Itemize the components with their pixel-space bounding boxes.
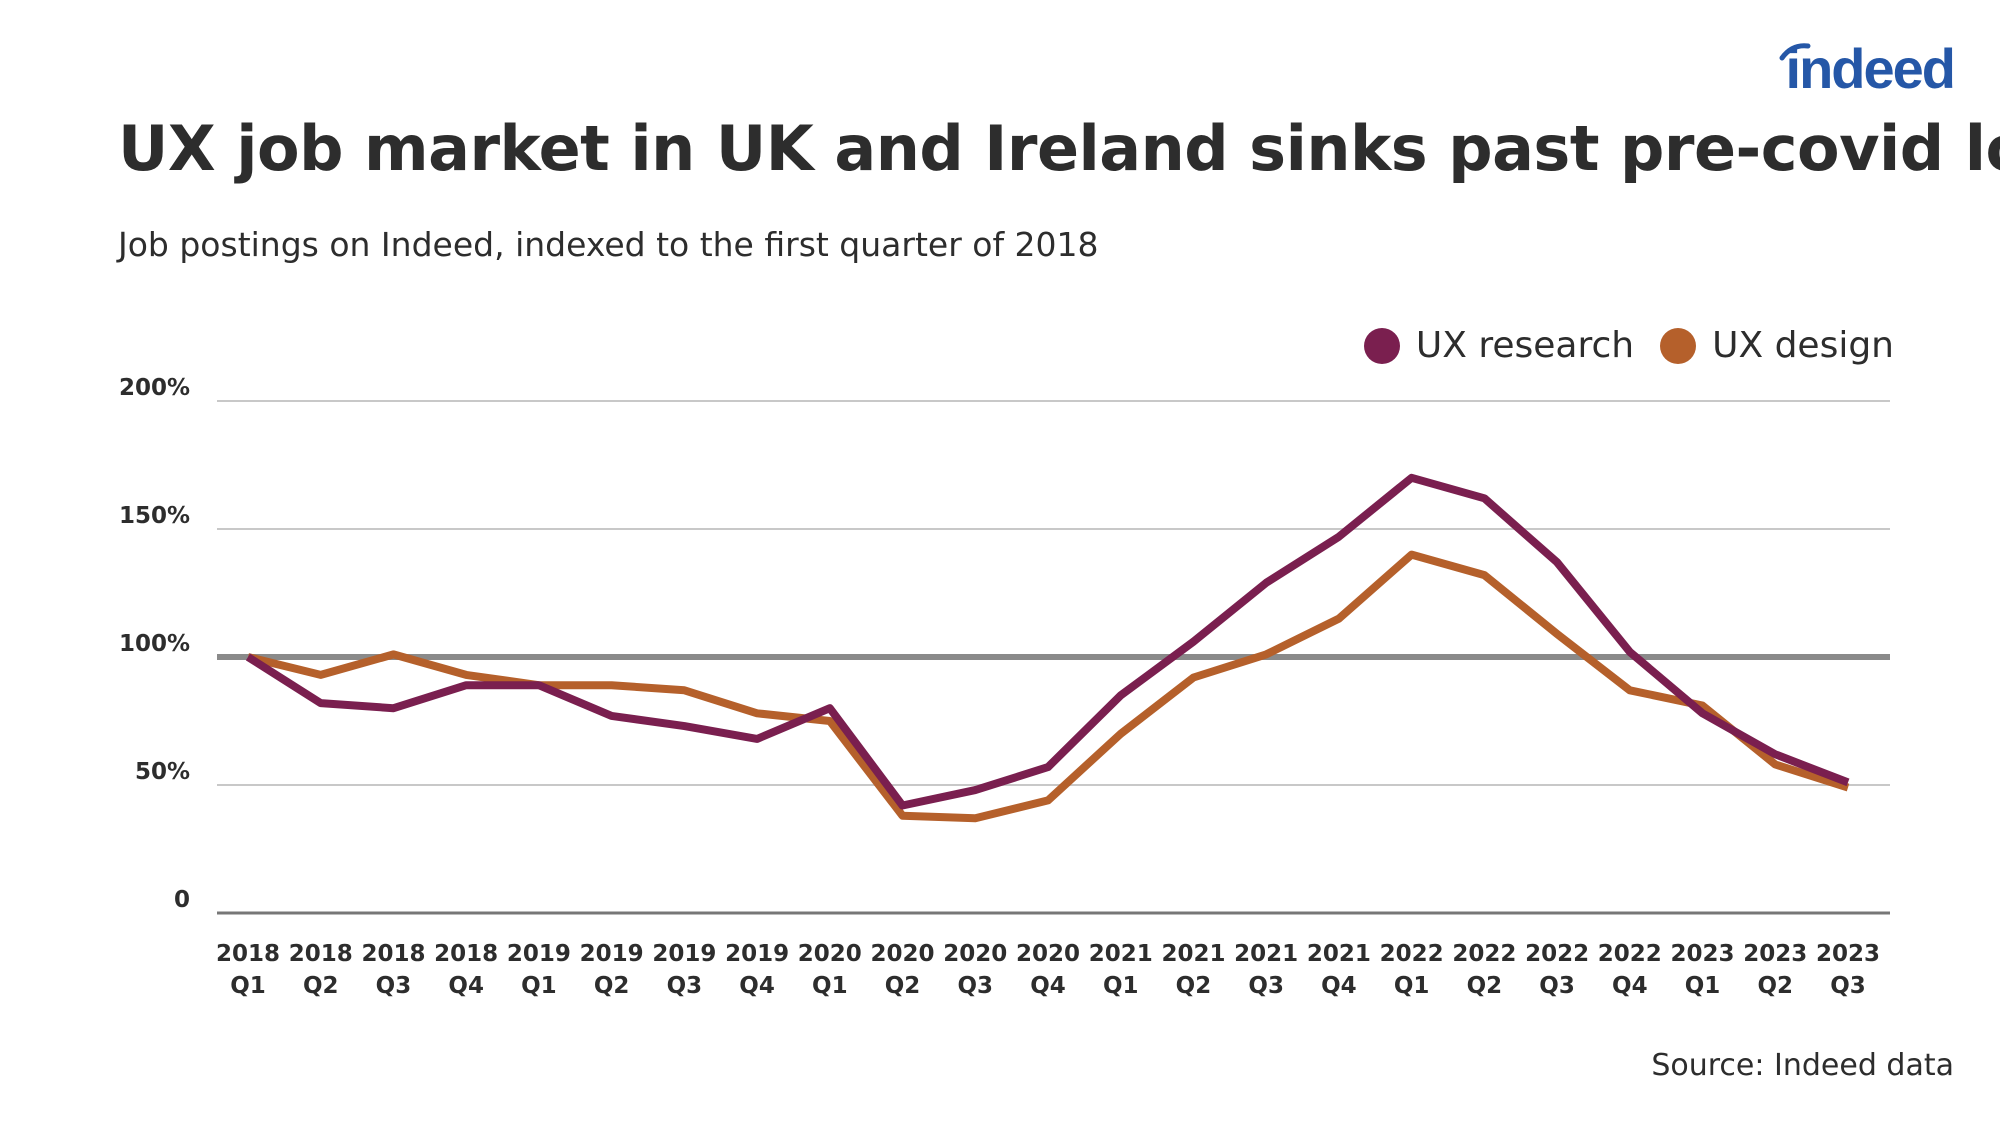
x-tick-quarter: Q3 (376, 973, 412, 999)
x-tick-quarter: Q1 (521, 973, 557, 999)
x-tick-quarter: Q3 (667, 973, 703, 999)
x-tick-year: 2018 (216, 941, 280, 967)
legend-swatch-ux-research (1363, 327, 1400, 364)
x-tick-quarter: Q4 (1321, 973, 1357, 999)
x-tick-year: 2018 (434, 941, 498, 967)
x-tick-quarter: Q1 (1685, 973, 1721, 999)
x-tick-year: 2020 (1016, 941, 1080, 967)
x-tick-year: 2019 (507, 941, 571, 967)
chart-subtitle: Job postings on Indeed, indexed to the f… (118, 225, 1099, 264)
indeed-logo: indeed (1779, 36, 1956, 101)
legend-item-ux-design: UX design (1660, 325, 1894, 366)
x-tick-quarter: Q4 (1030, 973, 1066, 999)
y-tick-label: 200% (119, 375, 190, 401)
x-tick-year: 2022 (1380, 941, 1444, 967)
x-tick-quarter: Q3 (1248, 973, 1284, 999)
x-tick-year: 2020 (943, 941, 1007, 967)
x-tick-quarter: Q2 (594, 973, 630, 999)
legend: UX research UX design (1338, 325, 1894, 366)
x-tick-year: 2023 (1743, 941, 1807, 967)
x-tick-year: 2018 (361, 941, 425, 967)
x-tick-year: 2021 (1089, 941, 1153, 967)
y-tick-label: 100% (119, 631, 190, 657)
x-tick-year: 2022 (1525, 941, 1589, 967)
x-tick-quarter: Q1 (1103, 973, 1139, 999)
chart-title: UX job market in UK and Ireland sinks pa… (118, 112, 2000, 185)
y-tick-label: 150% (119, 503, 190, 529)
x-tick-quarter: Q3 (957, 973, 993, 999)
x-tick-quarter: Q4 (448, 973, 484, 999)
x-tick-quarter: Q3 (1830, 973, 1866, 999)
logo-text: indeed (1785, 37, 1956, 100)
source-note: Source: Indeed data (1651, 1048, 1954, 1083)
x-tick-quarter: Q2 (1467, 973, 1503, 999)
series-line-ux-research (245, 473, 1850, 810)
x-tick-quarter: Q4 (739, 973, 775, 999)
x-tick-quarter: Q2 (1176, 973, 1212, 999)
x-tick-year: 2019 (580, 941, 644, 967)
x-tick-year: 2021 (1161, 941, 1225, 967)
x-tick-quarter: Q4 (1612, 973, 1648, 999)
y-tick-label: 0 (174, 887, 190, 913)
x-tick-quarter: Q2 (885, 973, 921, 999)
x-tick-quarter: Q2 (1757, 973, 1793, 999)
x-tick-year: 2019 (725, 941, 789, 967)
x-tick-year: 2021 (1234, 941, 1298, 967)
x-tick-year: 2020 (871, 941, 935, 967)
x-tick-year: 2020 (798, 941, 862, 967)
x-tick-year: 2022 (1452, 941, 1516, 967)
legend-label-ux-design: UX design (1712, 325, 1894, 366)
x-tick-quarter: Q3 (1539, 973, 1575, 999)
legend-item-ux-research: UX research (1363, 325, 1635, 366)
legend-swatch-ux-design (1660, 327, 1697, 364)
y-tick-label: 50% (135, 759, 190, 785)
x-tick-quarter: Q1 (230, 973, 266, 999)
x-tick-year: 2018 (289, 941, 353, 967)
x-tick-quarter: Q2 (303, 973, 339, 999)
x-tick-year: 2021 (1307, 941, 1371, 967)
x-tick-quarter: Q1 (812, 973, 848, 999)
x-tick-year: 2023 (1671, 941, 1735, 967)
legend-label-ux-research: UX research (1415, 325, 1635, 366)
x-tick-year: 2023 (1816, 941, 1880, 967)
x-tick-year: 2022 (1598, 941, 1662, 967)
x-tick-quarter: Q1 (1394, 973, 1430, 999)
x-tick-year: 2019 (652, 941, 716, 967)
logo-arc-icon (1779, 43, 1811, 61)
